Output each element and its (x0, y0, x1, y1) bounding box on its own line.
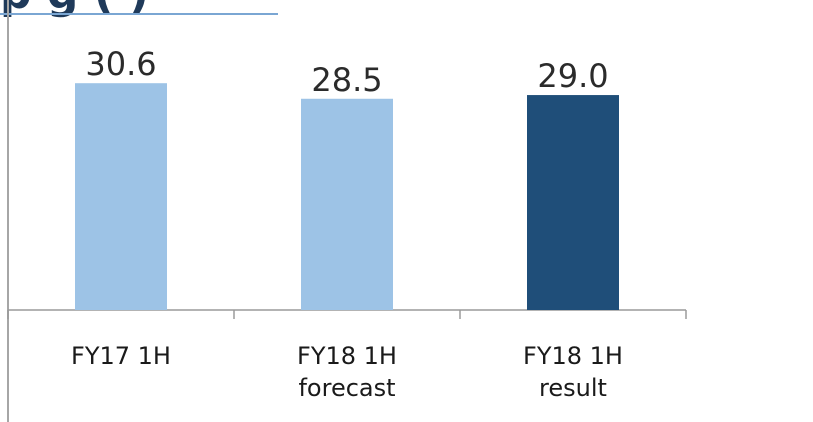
category-labels-group: FY17 1H FY18 1H forecast FY18 1H result (71, 342, 623, 402)
value-label: 29.0 (537, 57, 608, 95)
value-label: 28.5 (311, 61, 382, 99)
bar (527, 95, 619, 310)
bar (75, 83, 167, 310)
category-label: FY18 1H (523, 342, 623, 370)
category-sublabel: forecast (298, 374, 395, 402)
value-labels-group: 30.6 28.5 29.0 (85, 45, 608, 99)
x-axis-ticks (7, 310, 687, 319)
category-label: FY17 1H (71, 342, 171, 370)
bars-group (75, 83, 619, 310)
category-sublabel: result (539, 374, 607, 402)
chart-title: p g ( ) (0, 0, 149, 19)
value-label: 30.6 (85, 45, 156, 83)
category-label: FY18 1H (297, 342, 397, 370)
bar (301, 98, 393, 310)
